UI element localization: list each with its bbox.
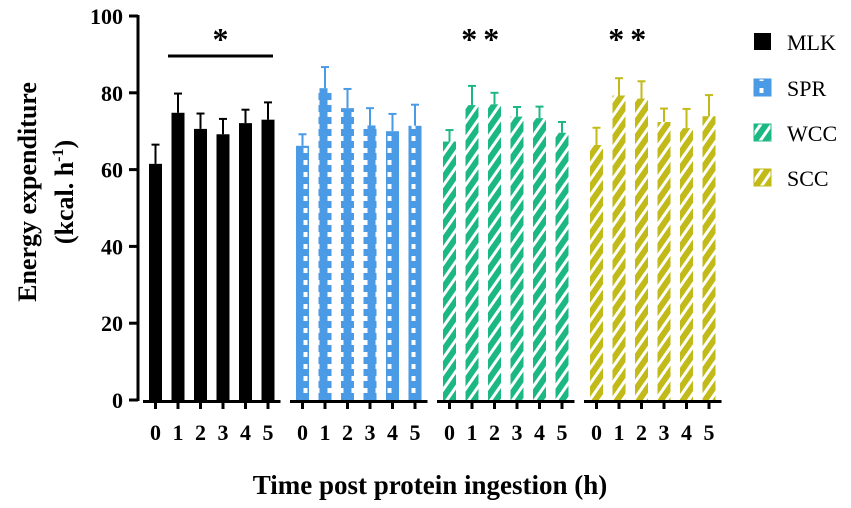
y-axis-unit-superscript: -1 (50, 149, 67, 162)
x-tick-label: 5 (557, 420, 568, 445)
bar-mlk-2 (194, 128, 207, 400)
bar-scc-5 (702, 116, 716, 400)
legend-item-mlk: MLK (754, 30, 836, 55)
x-tick-label: 0 (444, 420, 455, 445)
y-axis-unit-close: ) (50, 140, 79, 149)
x-tick-label: 5 (263, 420, 274, 445)
legend-item-scc: SCC (753, 166, 829, 191)
bar-wcc-3 (510, 116, 524, 400)
y-tick-label: 60 (101, 158, 123, 183)
legend-swatch (753, 168, 772, 187)
y-axis-unit-base: (kcal. h (50, 161, 79, 244)
bar-wcc-2 (488, 104, 501, 400)
x-tick-label: 2 (489, 420, 500, 445)
x-tick-label: 5 (410, 420, 421, 445)
x-tick-label: 0 (150, 420, 161, 445)
x-tick-label: 4 (681, 420, 692, 445)
legend-label: WCC (787, 121, 837, 146)
x-tick-label: 1 (173, 420, 184, 445)
significance-marker: ** (461, 21, 505, 57)
x-tick-label: 3 (659, 420, 670, 445)
y-tick-label: 0 (112, 388, 123, 413)
x-tick-label: 4 (240, 420, 251, 445)
bar-scc-4 (680, 128, 693, 401)
bar-mlk-4 (239, 123, 252, 401)
legend-item-wcc: WCC (753, 121, 837, 146)
x-tick-label: 3 (218, 420, 229, 445)
bar-mlk-3 (216, 134, 230, 400)
legend-swatch (753, 123, 772, 142)
bar-spr-5 (408, 125, 422, 400)
significance-annotations: * ** ** (168, 21, 652, 58)
bar-wcc-0 (443, 141, 456, 400)
legend-label: SCC (787, 166, 829, 191)
y-axis-title: Energy expenditure (13, 82, 42, 302)
bar-scc-2 (635, 98, 648, 400)
bar-scc-3 (657, 121, 671, 400)
y-tick-label: 100 (90, 4, 123, 29)
legend-label: MLK (787, 30, 836, 55)
x-tick-label: 4 (387, 420, 398, 445)
legend-swatch (754, 33, 771, 50)
bar-scc-1 (612, 95, 626, 400)
x-axis-title: Time post protein ingestion (h) (253, 470, 608, 500)
legend: MLK SPR WCC SCC (753, 30, 837, 191)
x-tick-label: 1 (467, 420, 478, 445)
x-tick-label: 1 (320, 420, 331, 445)
x-tick-label: 0 (591, 420, 602, 445)
bar-mlk-0 (149, 163, 162, 400)
y-tick-label: 40 (101, 234, 123, 259)
x-tick-label: 2 (636, 420, 647, 445)
bar-wcc-4 (533, 118, 546, 401)
bar-wcc-5 (555, 132, 569, 400)
x-tick-label: 2 (195, 420, 206, 445)
y-axis: 0 20 40 60 80 100 (90, 4, 140, 413)
x-tick-label: 0 (297, 420, 308, 445)
x-tick-label: 4 (534, 420, 545, 445)
bar-scc-0 (590, 145, 603, 400)
x-tick-label: 3 (365, 420, 376, 445)
legend-swatch (753, 78, 772, 97)
x-tick-label: 3 (512, 420, 523, 445)
bar-spr-0 (296, 145, 309, 400)
legend-label: SPR (787, 76, 826, 101)
legend-item-spr: SPR (753, 76, 826, 101)
significance-marker: ** (608, 21, 652, 57)
y-tick-label: 20 (101, 311, 123, 336)
bar-mlk-1 (171, 112, 185, 400)
significance-marker: * (213, 21, 229, 57)
bar-mlk-5 (261, 119, 275, 401)
x-tick-label: 1 (614, 420, 625, 445)
bar-spr-4 (386, 131, 399, 400)
bar-spr-2 (341, 108, 354, 400)
bar-spr-3 (363, 125, 377, 400)
bar-spr-1 (318, 88, 332, 400)
bar-wcc-1 (465, 105, 479, 400)
x-tick-label: 5 (704, 420, 715, 445)
y-axis-unit: (kcal. h-1) (50, 140, 79, 244)
y-tick-label: 80 (101, 81, 123, 106)
x-tick-label: 2 (342, 420, 353, 445)
